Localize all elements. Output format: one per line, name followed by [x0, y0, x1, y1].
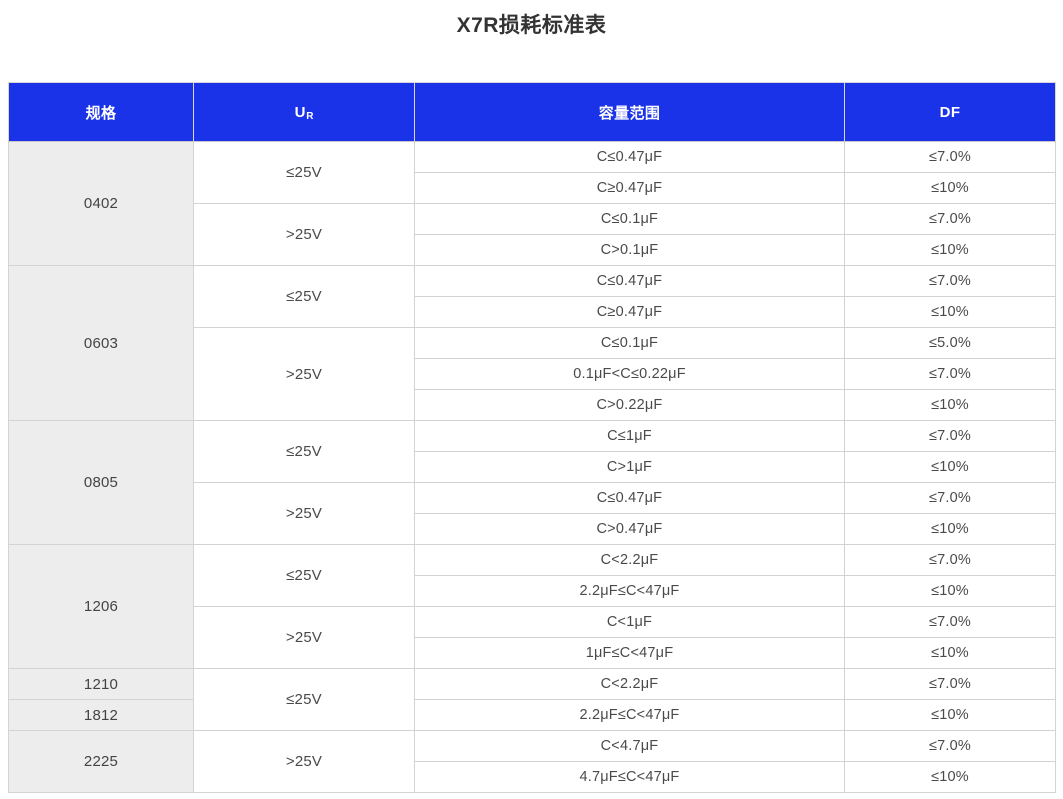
cell-df: ≤10%: [844, 699, 1056, 731]
table-row: >25V C≤0.1μF ≤5.0%: [9, 327, 1056, 421]
cell-df: ≤7.0%: [844, 203, 1056, 235]
table-row: 0402 ≤25V C≤0.47μF ≤7.0%: [8, 141, 1056, 266]
cell-df: ≤7.0%: [844, 668, 1056, 700]
table-row: 4.7μF≤C<47μF ≤10%: [9, 761, 1056, 793]
table-row: 1210 ≤25V C<2.2μF ≤7.0%: [8, 668, 1056, 731]
cell-rated-voltage: >25V: [193, 482, 415, 545]
table-body: 0402 ≤25V C≤0.47μF ≤7.0% C≥0.47μF ≤10% >25V C≤0…: [8, 141, 1056, 793]
cell-capacitance-range: C≤0.47μF: [414, 141, 845, 173]
cell-df: ≤10%: [844, 296, 1056, 328]
cell-spec: 1210: [8, 668, 194, 700]
cell-capacitance-range: C<2.2μF: [414, 544, 845, 576]
cell-rated-voltage: >25V: [193, 203, 415, 266]
cell-capacitance-range: C<1μF: [414, 606, 845, 638]
cell-rated-voltage: ≤25V: [193, 668, 415, 731]
table-row: C>0.47μF ≤10%: [9, 513, 1056, 545]
table-row: 1μF≤C<47μF ≤10%: [9, 637, 1056, 669]
cell-capacitance-range: C≤0.1μF: [414, 327, 845, 359]
cell-spec: 0603: [8, 265, 194, 421]
table-row: >25V C<1μF ≤7.0%: [9, 606, 1056, 669]
cell-spec: 0402: [8, 141, 194, 266]
cell-df: ≤10%: [844, 234, 1056, 266]
column-header-rated-voltage: UR: [193, 82, 415, 142]
column-header-capacitance-range: 容量范围: [414, 82, 845, 142]
cell-capacitance-range: 4.7μF≤C<47μF: [414, 761, 845, 793]
spec-table-container: 规格 UR 容量范围 DF 0402 ≤25V C≤0.47μF ≤7.0% C≥0.4…: [8, 82, 1056, 793]
table-row: 0.1μF<C≤0.22μF ≤7.0%: [9, 358, 1056, 390]
table-header: 规格 UR 容量范围 DF: [8, 82, 1056, 142]
cell-spec: 0805: [8, 420, 194, 545]
table-row: 2.2μF≤C<47μF ≤10%: [9, 575, 1056, 607]
column-header-spec: 规格: [8, 82, 194, 142]
cell-df: ≤7.0%: [844, 358, 1056, 390]
table-row: 2225 >25V C<4.7μF ≤7.0%: [8, 730, 1056, 793]
cell-capacitance-range: C>1μF: [414, 451, 845, 483]
cell-df: ≤5.0%: [844, 327, 1056, 359]
cell-df: ≤10%: [844, 172, 1056, 204]
cell-capacitance-range: C>0.1μF: [414, 234, 845, 266]
table-row: C>0.1μF ≤10%: [9, 234, 1056, 266]
cell-df: ≤7.0%: [844, 730, 1056, 762]
cell-capacitance-range: C≥0.47μF: [414, 296, 845, 328]
cell-rated-voltage: >25V: [193, 327, 415, 421]
cell-spec: 2225: [8, 730, 194, 793]
cell-rated-voltage: ≤25V: [193, 265, 415, 328]
cell-capacitance-range: 2.2μF≤C<47μF: [414, 575, 845, 607]
table-row: 0603 ≤25V C≤0.47μF ≤7.0%: [8, 265, 1056, 421]
cell-rated-voltage: ≤25V: [193, 544, 415, 607]
cell-df: ≤10%: [844, 637, 1056, 669]
cell-df: ≤7.0%: [844, 544, 1056, 576]
table-row: >25V C≤0.1μF ≤7.0%: [9, 203, 1056, 266]
cell-capacitance-range: C≤0.47μF: [414, 482, 845, 514]
table-row: C≥0.47μF ≤10%: [9, 172, 1056, 204]
cell-capacitance-range: C≤1μF: [414, 420, 845, 452]
table-row: C≥0.47μF ≤10%: [9, 296, 1056, 328]
cell-df: ≤7.0%: [844, 265, 1056, 297]
cell-df: ≤10%: [844, 451, 1056, 483]
cell-spec: 1812: [8, 699, 194, 731]
cell-rated-voltage: ≤25V: [193, 141, 415, 204]
table-row: >25V C≤0.47μF ≤7.0%: [9, 482, 1056, 545]
table-header-row: 规格 UR 容量范围 DF: [8, 82, 1056, 142]
table-row: C>0.22μF ≤10%: [9, 389, 1056, 421]
column-header-rated-voltage-label: U: [294, 103, 306, 121]
cell-capacitance-range: C>0.47μF: [414, 513, 845, 545]
cell-capacitance-range: C≤0.1μF: [414, 203, 845, 235]
cell-spec: 1206: [8, 544, 194, 669]
column-header-rated-voltage-subscript: R: [306, 110, 314, 122]
cell-df: ≤7.0%: [844, 482, 1056, 514]
table-row: 1206 ≤25V C<2.2μF ≤7.0%: [8, 544, 1056, 669]
cell-df: ≤10%: [844, 513, 1056, 545]
cell-capacitance-range: C>0.22μF: [414, 389, 845, 421]
table-row: 1812 2.2μF≤C<47μF ≤10%: [8, 699, 1056, 731]
cell-df: ≤10%: [844, 761, 1056, 793]
cell-capacitance-range: 1μF≤C<47μF: [414, 637, 845, 669]
table-row: 0805 ≤25V C≤1μF ≤7.0%: [8, 420, 1056, 545]
cell-df: ≤7.0%: [844, 606, 1056, 638]
cell-capacitance-range: C≤0.47μF: [414, 265, 845, 297]
cell-rated-voltage: >25V: [193, 730, 415, 793]
cell-capacitance-range: C<2.2μF: [414, 668, 845, 700]
cell-capacitance-range: C<4.7μF: [414, 730, 845, 762]
cell-capacitance-range: 2.2μF≤C<47μF: [414, 699, 845, 731]
x7r-loss-standard-table: 规格 UR 容量范围 DF 0402 ≤25V C≤0.47μF ≤7.0% C≥0.4…: [8, 82, 1056, 793]
cell-capacitance-range: C≥0.47μF: [414, 172, 845, 204]
cell-df: ≤7.0%: [844, 141, 1056, 173]
cell-df: ≤10%: [844, 575, 1056, 607]
cell-df: ≤7.0%: [844, 420, 1056, 452]
column-header-df: DF: [844, 82, 1056, 142]
cell-capacitance-range: 0.1μF<C≤0.22μF: [414, 358, 845, 390]
cell-rated-voltage: >25V: [193, 606, 415, 669]
cell-df: ≤10%: [844, 389, 1056, 421]
page-title: X7R损耗标准表: [456, 14, 607, 37]
cell-rated-voltage: ≤25V: [193, 420, 415, 483]
